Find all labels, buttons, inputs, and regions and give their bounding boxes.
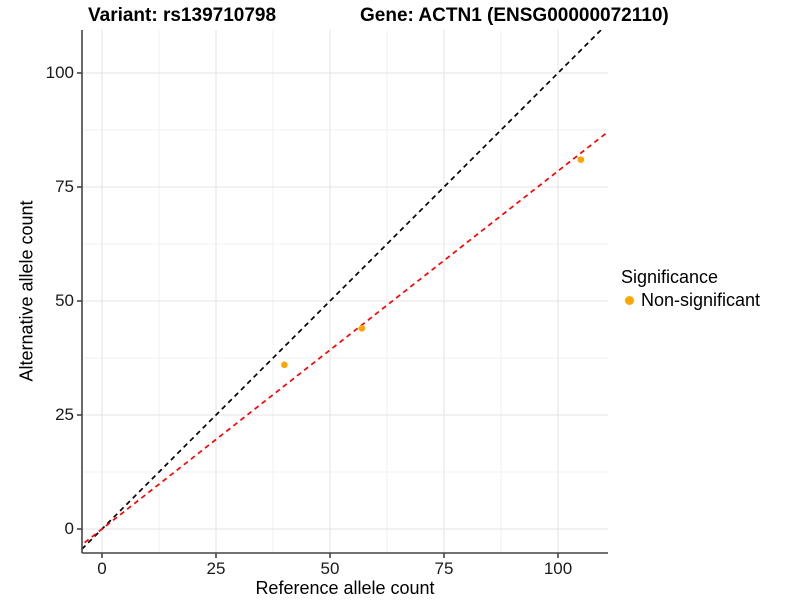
legend: Significance Non-significant xyxy=(621,267,760,311)
x-tick-label: 75 xyxy=(434,559,454,578)
axis-lines xyxy=(77,30,608,558)
plot-title-variant: Variant: rs139710798 xyxy=(88,5,277,26)
y-axis-title: Alternative allele count xyxy=(16,200,37,382)
y-tick-label: 0 xyxy=(64,519,74,538)
scatter-point xyxy=(577,156,585,163)
x-axis-title: Reference allele count xyxy=(255,578,435,598)
y-tick-label: 50 xyxy=(55,291,74,310)
x-tick-label: 0 xyxy=(97,559,107,578)
legend-item-label: Non-significant xyxy=(641,290,761,310)
legend-item: Non-significant xyxy=(621,290,760,311)
scatter-point xyxy=(358,325,366,332)
identity-line xyxy=(82,30,603,551)
plot-title-gene: Gene: ACTN1 (ENSG00000072110) xyxy=(360,5,669,26)
y-tick-label: 75 xyxy=(55,177,74,196)
x-tick-label: 50 xyxy=(320,559,340,578)
y-tick-label: 25 xyxy=(55,405,74,424)
trend-lines xyxy=(82,30,608,551)
scatter-point xyxy=(281,361,288,369)
fit-line xyxy=(82,130,608,546)
x-tick-label: 25 xyxy=(206,559,226,578)
data-points xyxy=(281,156,585,369)
legend-point-icon xyxy=(625,296,634,305)
legend-title: Significance xyxy=(621,267,719,287)
y-tick-label: 100 xyxy=(45,63,74,82)
gridlines xyxy=(82,30,608,553)
x-tick-label: 100 xyxy=(543,559,573,578)
